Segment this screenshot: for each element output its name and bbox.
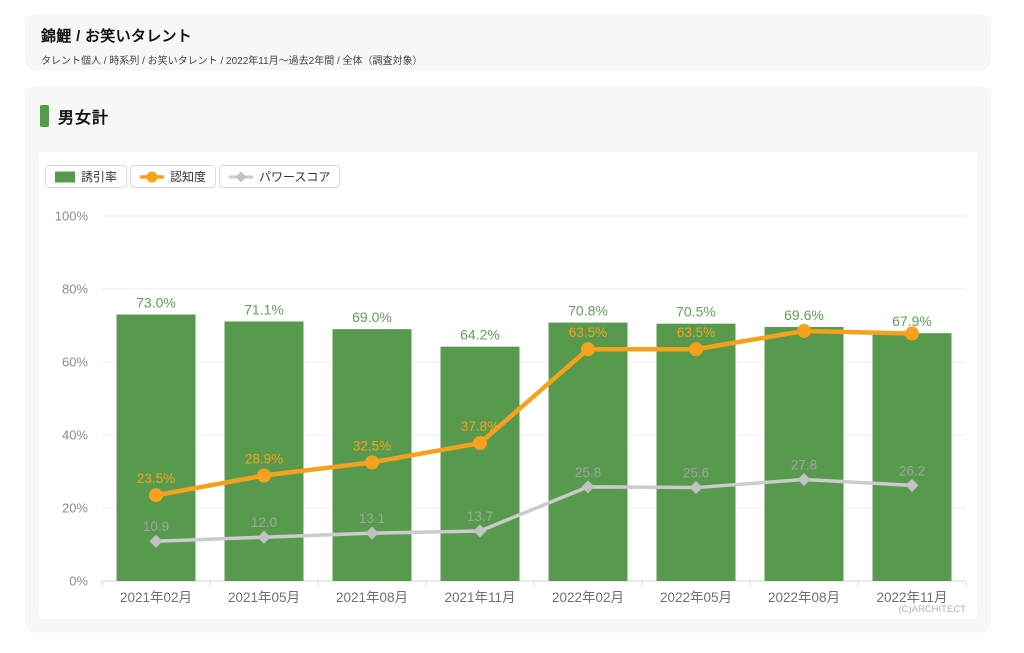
breadcrumb: タレント個人 / 時系列 / お笑いタレント / 2022年11月〜過去2年間 … xyxy=(41,52,975,67)
svg-text:2022年02月: 2022年02月 xyxy=(552,590,624,605)
gender-total-section: 男女計 誘引率 認知度 xyxy=(25,86,991,633)
svg-text:60%: 60% xyxy=(62,355,88,370)
svg-text:63.5%: 63.5% xyxy=(677,325,715,340)
svg-text:73.0%: 73.0% xyxy=(136,295,176,311)
svg-text:13.7: 13.7 xyxy=(467,509,493,524)
report-page: 錦鯉 / お笑いタレント タレント個人 / 時系列 / お笑いタレント / 20… xyxy=(0,0,1024,653)
svg-text:71.1%: 71.1% xyxy=(244,301,284,317)
awareness-marker xyxy=(365,455,379,469)
svg-text:69.6%: 69.6% xyxy=(784,307,824,323)
svg-text:10.9: 10.9 xyxy=(143,519,169,534)
svg-text:20%: 20% xyxy=(62,501,88,516)
svg-text:69.0%: 69.0% xyxy=(352,309,392,325)
section-title: 男女計 xyxy=(58,104,109,128)
svg-text:25.6: 25.6 xyxy=(683,466,709,481)
bar xyxy=(441,347,520,581)
bar-series[interactable] xyxy=(117,315,952,581)
svg-text:2022年11月: 2022年11月 xyxy=(876,590,947,605)
svg-text:27.8: 27.8 xyxy=(791,458,817,473)
section-heading: 男女計 xyxy=(40,104,976,128)
svg-text:2021年08月: 2021年08月 xyxy=(336,590,408,605)
y-axis-labels: 0% 20% 40% 60% 80% 100% xyxy=(55,209,89,589)
awareness-marker xyxy=(473,436,487,450)
awareness-marker xyxy=(689,342,703,356)
svg-text:80%: 80% xyxy=(62,282,88,297)
svg-text:2021年02月: 2021年02月 xyxy=(120,590,192,605)
svg-text:32.5%: 32.5% xyxy=(353,438,391,453)
awareness-marker xyxy=(905,327,919,341)
svg-text:63.5%: 63.5% xyxy=(569,325,607,340)
svg-text:70.8%: 70.8% xyxy=(568,303,608,319)
awareness-marker xyxy=(257,469,271,483)
report-header: 錦鯉 / お笑いタレント タレント個人 / 時系列 / お笑いタレント / 20… xyxy=(25,14,991,70)
svg-text:64.2%: 64.2% xyxy=(460,327,500,343)
awareness-marker xyxy=(149,488,163,502)
svg-text:2022年08月: 2022年08月 xyxy=(768,590,840,605)
section-marker-icon xyxy=(40,105,49,127)
svg-text:26.2: 26.2 xyxy=(899,463,925,478)
svg-text:28.9%: 28.9% xyxy=(245,452,283,467)
bar xyxy=(333,329,412,581)
page-title: 錦鯉 / お笑いタレント xyxy=(41,25,975,46)
svg-text:23.5%: 23.5% xyxy=(137,471,175,486)
x-axis-labels: 2021年02月 2021年05月 2021年08月 2021年11月 2022年02月… xyxy=(120,590,948,605)
chart-card: 誘引率 認知度 パワースコア 0%20%40%60 xyxy=(39,152,977,619)
awareness-marker xyxy=(797,324,811,338)
svg-text:40%: 40% xyxy=(62,428,88,443)
awareness-marker xyxy=(581,342,595,356)
combo-chart: 0% 20% 40% 60% 80% 100% 73.0% 71.1% 69.0% 64.2% 70… xyxy=(39,152,977,619)
svg-text:2022年05月: 2022年05月 xyxy=(660,590,732,605)
bar xyxy=(549,323,628,581)
bar xyxy=(765,327,844,581)
svg-text:2021年05月: 2021年05月 xyxy=(228,590,300,605)
bar xyxy=(657,324,736,581)
svg-text:2021年11月: 2021年11月 xyxy=(444,590,515,605)
bar xyxy=(873,333,952,581)
svg-text:13.1: 13.1 xyxy=(359,511,385,526)
svg-text:100%: 100% xyxy=(55,209,89,224)
svg-text:37.8%: 37.8% xyxy=(461,419,499,434)
svg-text:12.0: 12.0 xyxy=(251,515,277,530)
svg-text:0%: 0% xyxy=(69,574,88,589)
svg-text:70.5%: 70.5% xyxy=(676,304,716,320)
svg-text:25.8: 25.8 xyxy=(575,465,601,480)
copyright-credit: (C)ARCHITECT xyxy=(898,604,966,615)
